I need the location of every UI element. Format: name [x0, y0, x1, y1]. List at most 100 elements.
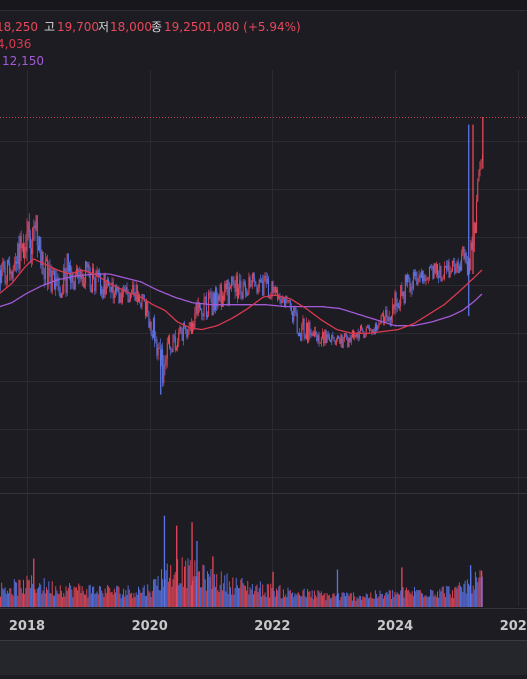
candle-body — [9, 263, 11, 275]
volume-bar — [273, 591, 275, 607]
volume-bar — [59, 585, 61, 607]
candle-body — [414, 272, 415, 276]
volume-bar — [189, 560, 191, 607]
candle-body — [437, 263, 438, 276]
x-tick-label: 2018 — [9, 619, 45, 634]
candle-body — [326, 334, 328, 343]
volume-bar — [374, 590, 376, 607]
volume-bar — [70, 585, 72, 607]
candle-body — [189, 322, 191, 326]
candle-body — [400, 285, 402, 307]
candle-body — [56, 277, 58, 279]
candle-body — [186, 328, 188, 338]
candle-body — [462, 246, 464, 254]
volume-bar — [132, 598, 134, 607]
candle-body — [256, 286, 258, 293]
candle-body — [247, 293, 249, 296]
x-tick-label: 2026 — [500, 619, 527, 634]
candle-body — [16, 261, 18, 264]
candle-body — [395, 292, 397, 307]
volume-bar — [250, 589, 252, 607]
volume-bar — [69, 582, 70, 607]
candle-body — [330, 340, 332, 343]
volume-bar — [416, 589, 418, 607]
volume-spike — [33, 558, 35, 607]
candle-body — [310, 334, 312, 336]
volume-bar — [170, 565, 172, 607]
candle-body — [48, 268, 50, 285]
volume-bar — [217, 590, 219, 607]
volume-bar — [372, 598, 374, 607]
candle-body — [370, 330, 372, 332]
candle-body — [318, 334, 320, 343]
candle-body — [334, 341, 336, 345]
candle-body — [292, 311, 294, 322]
volume-bar — [419, 589, 421, 607]
candle-body — [240, 280, 242, 294]
candle-body — [13, 263, 15, 270]
candle-body — [461, 253, 463, 271]
volume-bar — [442, 586, 444, 607]
volume-bar — [465, 593, 467, 607]
candle-body — [427, 277, 429, 280]
volume-bar — [389, 590, 391, 607]
volume-spike — [480, 570, 483, 607]
candle-body — [209, 292, 211, 294]
candle-body — [434, 263, 436, 273]
candle-body — [103, 274, 105, 299]
candle-body — [317, 334, 319, 341]
candle-body — [420, 271, 422, 278]
volume-bar — [304, 596, 306, 607]
candle-body — [36, 215, 38, 246]
candle-body — [89, 273, 91, 290]
candle-body — [230, 286, 231, 288]
candle-body — [134, 296, 136, 301]
candle-body — [466, 261, 468, 275]
candle-body — [258, 279, 260, 289]
volume-spike — [212, 556, 214, 607]
volume-bar — [118, 587, 120, 607]
candle-body — [266, 278, 268, 284]
volume-bar — [12, 595, 14, 607]
candle-body — [173, 335, 175, 337]
change-text: 1,080 (+5.94%) — [205, 20, 301, 34]
volume-bar — [227, 593, 229, 607]
volume-bar — [369, 597, 371, 607]
volume-bar — [358, 595, 360, 607]
volume-bar — [9, 588, 11, 607]
volume-bar — [242, 583, 244, 607]
volume-bar — [371, 598, 373, 607]
volume-bar — [98, 585, 100, 607]
volume-bar — [319, 593, 321, 607]
volume-bar — [334, 596, 336, 607]
volume-bar — [320, 591, 322, 607]
candle-body — [49, 268, 51, 271]
candle-body — [20, 236, 22, 249]
volume-bar — [262, 584, 264, 607]
candle-body — [210, 292, 212, 298]
volume-bar — [345, 596, 346, 607]
volume-bar — [0, 596, 1, 607]
candle-body — [393, 304, 395, 310]
candle-body — [198, 303, 200, 308]
volume-bar — [312, 599, 314, 607]
candle-body — [88, 264, 90, 274]
volume-bar — [163, 586, 165, 607]
volume-bar — [205, 590, 207, 607]
candle-body — [284, 298, 286, 307]
candle-body — [179, 326, 181, 333]
volume-bar — [50, 593, 52, 607]
volume-bar — [85, 594, 87, 607]
volume-bar — [220, 571, 222, 607]
candle-body — [55, 277, 57, 290]
volume-bar — [2, 588, 4, 607]
volume-bar — [326, 592, 328, 607]
volume-bar — [385, 592, 387, 607]
candle-body — [477, 181, 479, 202]
candle-body — [69, 264, 70, 272]
candle-body — [478, 170, 480, 182]
volume-bar — [472, 585, 474, 607]
volume-bar — [343, 592, 345, 607]
